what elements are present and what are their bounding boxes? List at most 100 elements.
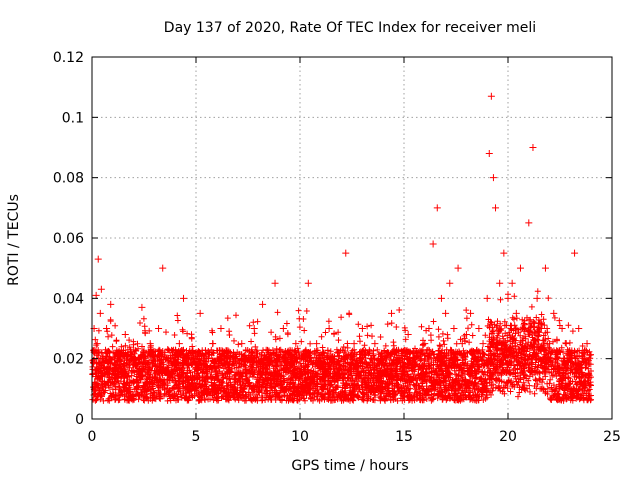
data-point bbox=[375, 370, 383, 378]
data-point bbox=[325, 325, 333, 332]
y-tick-label: 0.12 bbox=[53, 50, 84, 66]
data-point bbox=[91, 379, 99, 387]
data-point bbox=[284, 361, 292, 369]
data-point bbox=[363, 361, 371, 369]
data-point bbox=[107, 300, 115, 308]
data-point bbox=[412, 349, 420, 357]
ticks-layer bbox=[91, 56, 613, 420]
data-point bbox=[367, 355, 375, 363]
data-point bbox=[525, 219, 533, 227]
data-point bbox=[163, 367, 171, 375]
data-point bbox=[392, 361, 400, 369]
data-point bbox=[321, 370, 329, 378]
data-point bbox=[89, 370, 97, 378]
data-point bbox=[204, 355, 212, 363]
dense-band-layer bbox=[89, 288, 594, 404]
data-point bbox=[485, 150, 493, 158]
data-point bbox=[562, 340, 570, 348]
data-point bbox=[487, 92, 495, 100]
data-point bbox=[442, 309, 450, 317]
tick-labels-layer: 0 5 10 15 20 25 0 0.02 0.04 0.06 0.08 0.1 0.12 bbox=[53, 50, 621, 445]
data-point bbox=[279, 325, 287, 332]
x-axis-title: GPS time / hours bbox=[291, 458, 408, 474]
data-point bbox=[117, 373, 125, 381]
data-point bbox=[450, 325, 458, 332]
data-point bbox=[479, 340, 487, 348]
data-point bbox=[333, 349, 341, 357]
data-point bbox=[408, 367, 416, 375]
data-point bbox=[504, 294, 512, 302]
data-point bbox=[471, 349, 479, 357]
data-point bbox=[150, 373, 158, 381]
data-point bbox=[259, 300, 267, 308]
data-point bbox=[313, 340, 321, 348]
data-point bbox=[546, 340, 554, 348]
data-point bbox=[238, 340, 246, 348]
data-point bbox=[458, 340, 466, 348]
x-tick-label: 25 bbox=[603, 429, 621, 445]
data-point bbox=[296, 355, 304, 363]
data-point bbox=[575, 325, 583, 332]
data-point bbox=[93, 340, 101, 348]
data-point bbox=[338, 355, 346, 363]
data-point bbox=[92, 291, 100, 299]
data-point bbox=[138, 303, 146, 311]
data-point bbox=[483, 294, 491, 302]
data-point bbox=[554, 355, 562, 363]
data-point bbox=[304, 279, 312, 287]
data-point bbox=[396, 355, 404, 363]
data-point bbox=[317, 355, 325, 363]
data-point bbox=[242, 370, 250, 378]
data-point bbox=[188, 349, 196, 357]
data-point bbox=[454, 264, 462, 272]
data-point bbox=[159, 264, 167, 272]
data-point bbox=[125, 364, 133, 372]
data-point bbox=[521, 325, 529, 332]
x-tick-label: 20 bbox=[499, 429, 517, 445]
y-tick-label: 0.06 bbox=[53, 231, 84, 247]
y-tick-label: 0.1 bbox=[62, 110, 84, 126]
chart-title: Day 137 of 2020, Rate Of TEC Index for r… bbox=[164, 20, 536, 36]
data-point bbox=[383, 349, 391, 357]
data-point bbox=[508, 279, 516, 287]
data-point bbox=[467, 309, 475, 317]
data-point bbox=[342, 249, 350, 257]
data-point bbox=[98, 355, 106, 363]
data-point bbox=[437, 294, 445, 302]
data-point bbox=[250, 325, 258, 332]
y-axis-title: ROTI / TECUs bbox=[6, 194, 22, 286]
data-point bbox=[229, 349, 237, 357]
data-point bbox=[500, 249, 508, 257]
data-point bbox=[537, 325, 545, 332]
data-point bbox=[95, 361, 103, 369]
data-point bbox=[209, 340, 217, 348]
data-point bbox=[558, 325, 566, 332]
data-point bbox=[217, 325, 225, 332]
data-point bbox=[100, 370, 108, 378]
data-point bbox=[516, 264, 524, 272]
data-point bbox=[329, 361, 337, 369]
x-tick-label: 10 bbox=[291, 429, 309, 445]
data-point bbox=[300, 367, 308, 375]
data-point bbox=[121, 331, 129, 339]
data-point bbox=[512, 309, 520, 317]
data-point bbox=[400, 361, 408, 369]
data-point bbox=[541, 264, 549, 272]
data-point bbox=[200, 376, 208, 384]
data-point bbox=[354, 370, 362, 378]
data-point bbox=[433, 204, 441, 212]
data-point bbox=[489, 174, 497, 182]
data-point bbox=[462, 331, 470, 339]
data-point bbox=[192, 364, 200, 372]
data-point bbox=[308, 361, 316, 369]
data-point bbox=[246, 355, 254, 363]
data-point bbox=[225, 373, 233, 381]
data-point bbox=[213, 367, 221, 375]
x-tick-label: 0 bbox=[88, 429, 97, 445]
data-point bbox=[180, 294, 188, 302]
data-point bbox=[529, 144, 537, 151]
dense-marker-band bbox=[89, 288, 594, 404]
data-point bbox=[379, 361, 387, 369]
data-point bbox=[571, 249, 579, 257]
data-point bbox=[221, 361, 229, 369]
